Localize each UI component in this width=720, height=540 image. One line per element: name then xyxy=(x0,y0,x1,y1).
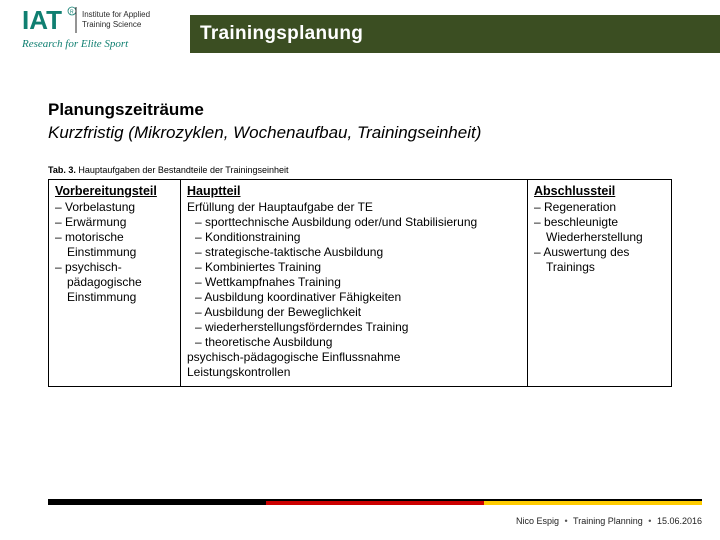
col2-intro: Erfüllung der Hauptaufgabe der TE xyxy=(187,200,521,214)
footer-stripe xyxy=(48,498,702,506)
subheading-1: Planungszeiträume xyxy=(48,100,672,120)
list-item: Vorbelastung xyxy=(55,200,174,215)
col2-extra2: Leistungskontrollen xyxy=(187,365,521,380)
list-item: Kombiniertes Training xyxy=(187,260,521,275)
title-bar: Trainingsplanung xyxy=(190,15,720,53)
logo-line1: Institute for Applied xyxy=(82,10,150,19)
col3-header: Abschlussteil xyxy=(534,184,665,198)
list-item: strategische-taktische Ausbildung xyxy=(187,245,521,260)
col1-header: Vorbereitungsteil xyxy=(55,184,174,198)
table-caption: Tab. 3. Hauptaufgaben der Bestandteile d… xyxy=(48,165,672,175)
col1-list: Vorbelastung Erwärmung motorische Einsti… xyxy=(55,200,174,305)
footer-author: Nico Espig xyxy=(516,516,559,526)
footer-date: 15.06.2016 xyxy=(657,516,702,526)
col2-header: Hauptteil xyxy=(187,184,521,198)
logo-line2: Training Science xyxy=(82,20,142,29)
logo: IAT R Institute for Applied Training Sci… xyxy=(0,0,190,62)
list-item: Wettkampfnahes Training xyxy=(187,275,521,290)
list-item: Auswertung des Trainings xyxy=(534,245,665,275)
cell-vorbereitung: Vorbereitungsteil Vorbelastung Erwärmung… xyxy=(49,180,181,387)
list-item: psychisch-pädagogische Einstimmung xyxy=(55,260,174,305)
logo-tagline: Research for Elite Sport xyxy=(22,38,129,50)
list-item: motorische Einstimmung xyxy=(55,230,174,260)
iat-logo: IAT R Institute for Applied Training Sci… xyxy=(22,5,182,57)
col2-list: sporttechnische Ausbildung oder/und Stab… xyxy=(187,215,521,350)
header-row: IAT R Institute for Applied Training Sci… xyxy=(0,0,720,62)
footer-label: Training Planning xyxy=(573,516,643,526)
list-item: Regeneration xyxy=(534,200,665,215)
list-item: Ausbildung der Beweglichkeit xyxy=(187,305,521,320)
content: Planungszeiträume Kurzfristig (Mikrozykl… xyxy=(0,62,720,387)
list-item: beschleunigte Wiederherstellung xyxy=(534,215,665,245)
col2-extra1: psychisch-pädagogische Einflussnahme xyxy=(187,350,521,365)
logo-abbr: IAT xyxy=(22,5,62,35)
footer-text: Nico Espig • Training Planning • 15.06.2… xyxy=(516,516,702,526)
list-item: wiederherstellungsförderndes Training xyxy=(187,320,521,335)
list-item: theoretische Ausbildung xyxy=(187,335,521,350)
col3-list: Regeneration beschleunigte Wiederherstel… xyxy=(534,200,665,275)
cell-abschluss: Abschlussteil Regeneration beschleunigte… xyxy=(528,180,672,387)
svg-text:R: R xyxy=(70,10,74,16)
list-item: sporttechnische Ausbildung oder/und Stab… xyxy=(187,215,521,230)
main-table: Vorbereitungsteil Vorbelastung Erwärmung… xyxy=(48,179,672,387)
cell-hauptteil: Hauptteil Erfüllung der Hauptaufgabe der… xyxy=(181,180,528,387)
subheading-2: Kurzfristig (Mikrozyklen, Wochenaufbau, … xyxy=(48,123,672,143)
list-item: Ausbildung koordinativer Fähigkeiten xyxy=(187,290,521,305)
page-title: Trainingsplanung xyxy=(200,23,363,45)
list-item: Konditionstraining xyxy=(187,230,521,245)
list-item: Erwärmung xyxy=(55,215,174,230)
